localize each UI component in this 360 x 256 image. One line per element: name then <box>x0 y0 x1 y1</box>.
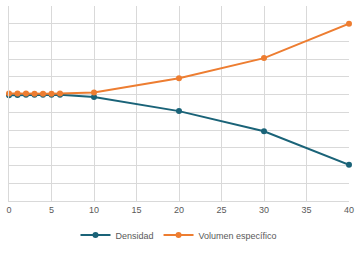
svg-text:30: 30 <box>259 205 269 215</box>
svg-text:35: 35 <box>301 205 311 215</box>
svg-text:Volumen específico: Volumen específico <box>199 231 277 241</box>
svg-text:5: 5 <box>49 205 54 215</box>
svg-text:Densidad: Densidad <box>116 231 154 241</box>
svg-text:10: 10 <box>89 205 99 215</box>
svg-text:15: 15 <box>131 205 141 215</box>
svg-text:0: 0 <box>6 205 11 215</box>
svg-text:40: 40 <box>344 205 354 215</box>
svg-text:20: 20 <box>174 205 184 215</box>
svg-text:25: 25 <box>216 205 226 215</box>
